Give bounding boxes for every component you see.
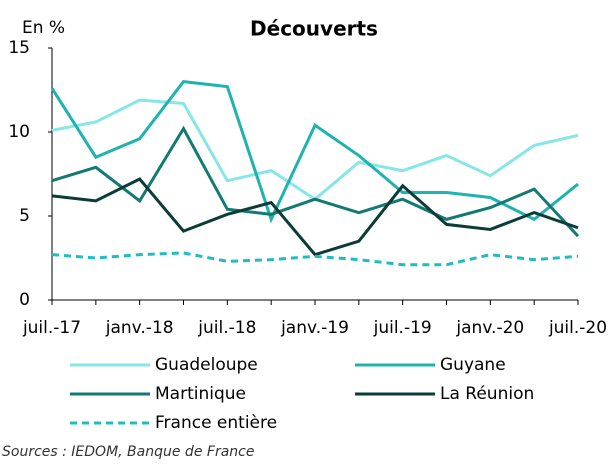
legend-label: France entière <box>155 413 277 433</box>
x-tick-label: juil.-18 <box>197 318 256 338</box>
x-tick-label: janv.-19 <box>280 318 349 338</box>
line-series <box>51 251 579 267</box>
x-tick-label: janv.-18 <box>105 318 174 338</box>
x-tick-label: juil.-19 <box>373 318 432 338</box>
y-tick-label: 0 <box>19 290 30 310</box>
y-axis-label: En % <box>22 18 65 38</box>
y-tick-label: 10 <box>8 122 30 142</box>
line-series <box>51 177 579 257</box>
x-tick-label: juil.-20 <box>548 318 607 338</box>
line-series <box>50 80 579 224</box>
y-tick-label: 5 <box>19 206 30 226</box>
x-tick-label: juil.-17 <box>22 318 81 338</box>
legend-label: La Réunion <box>440 384 534 404</box>
y-tick-label: 15 <box>8 38 30 58</box>
legend-label: Martinique <box>155 384 246 404</box>
legend-label: Guyane <box>440 355 506 375</box>
legend-label: Guadeloupe <box>155 355 258 375</box>
x-tick-label: janv.-20 <box>455 318 524 338</box>
line-series <box>51 125 580 238</box>
chart-title: Découverts <box>250 17 378 41</box>
source: Sources : IEDOM, Banque de France <box>2 444 254 460</box>
